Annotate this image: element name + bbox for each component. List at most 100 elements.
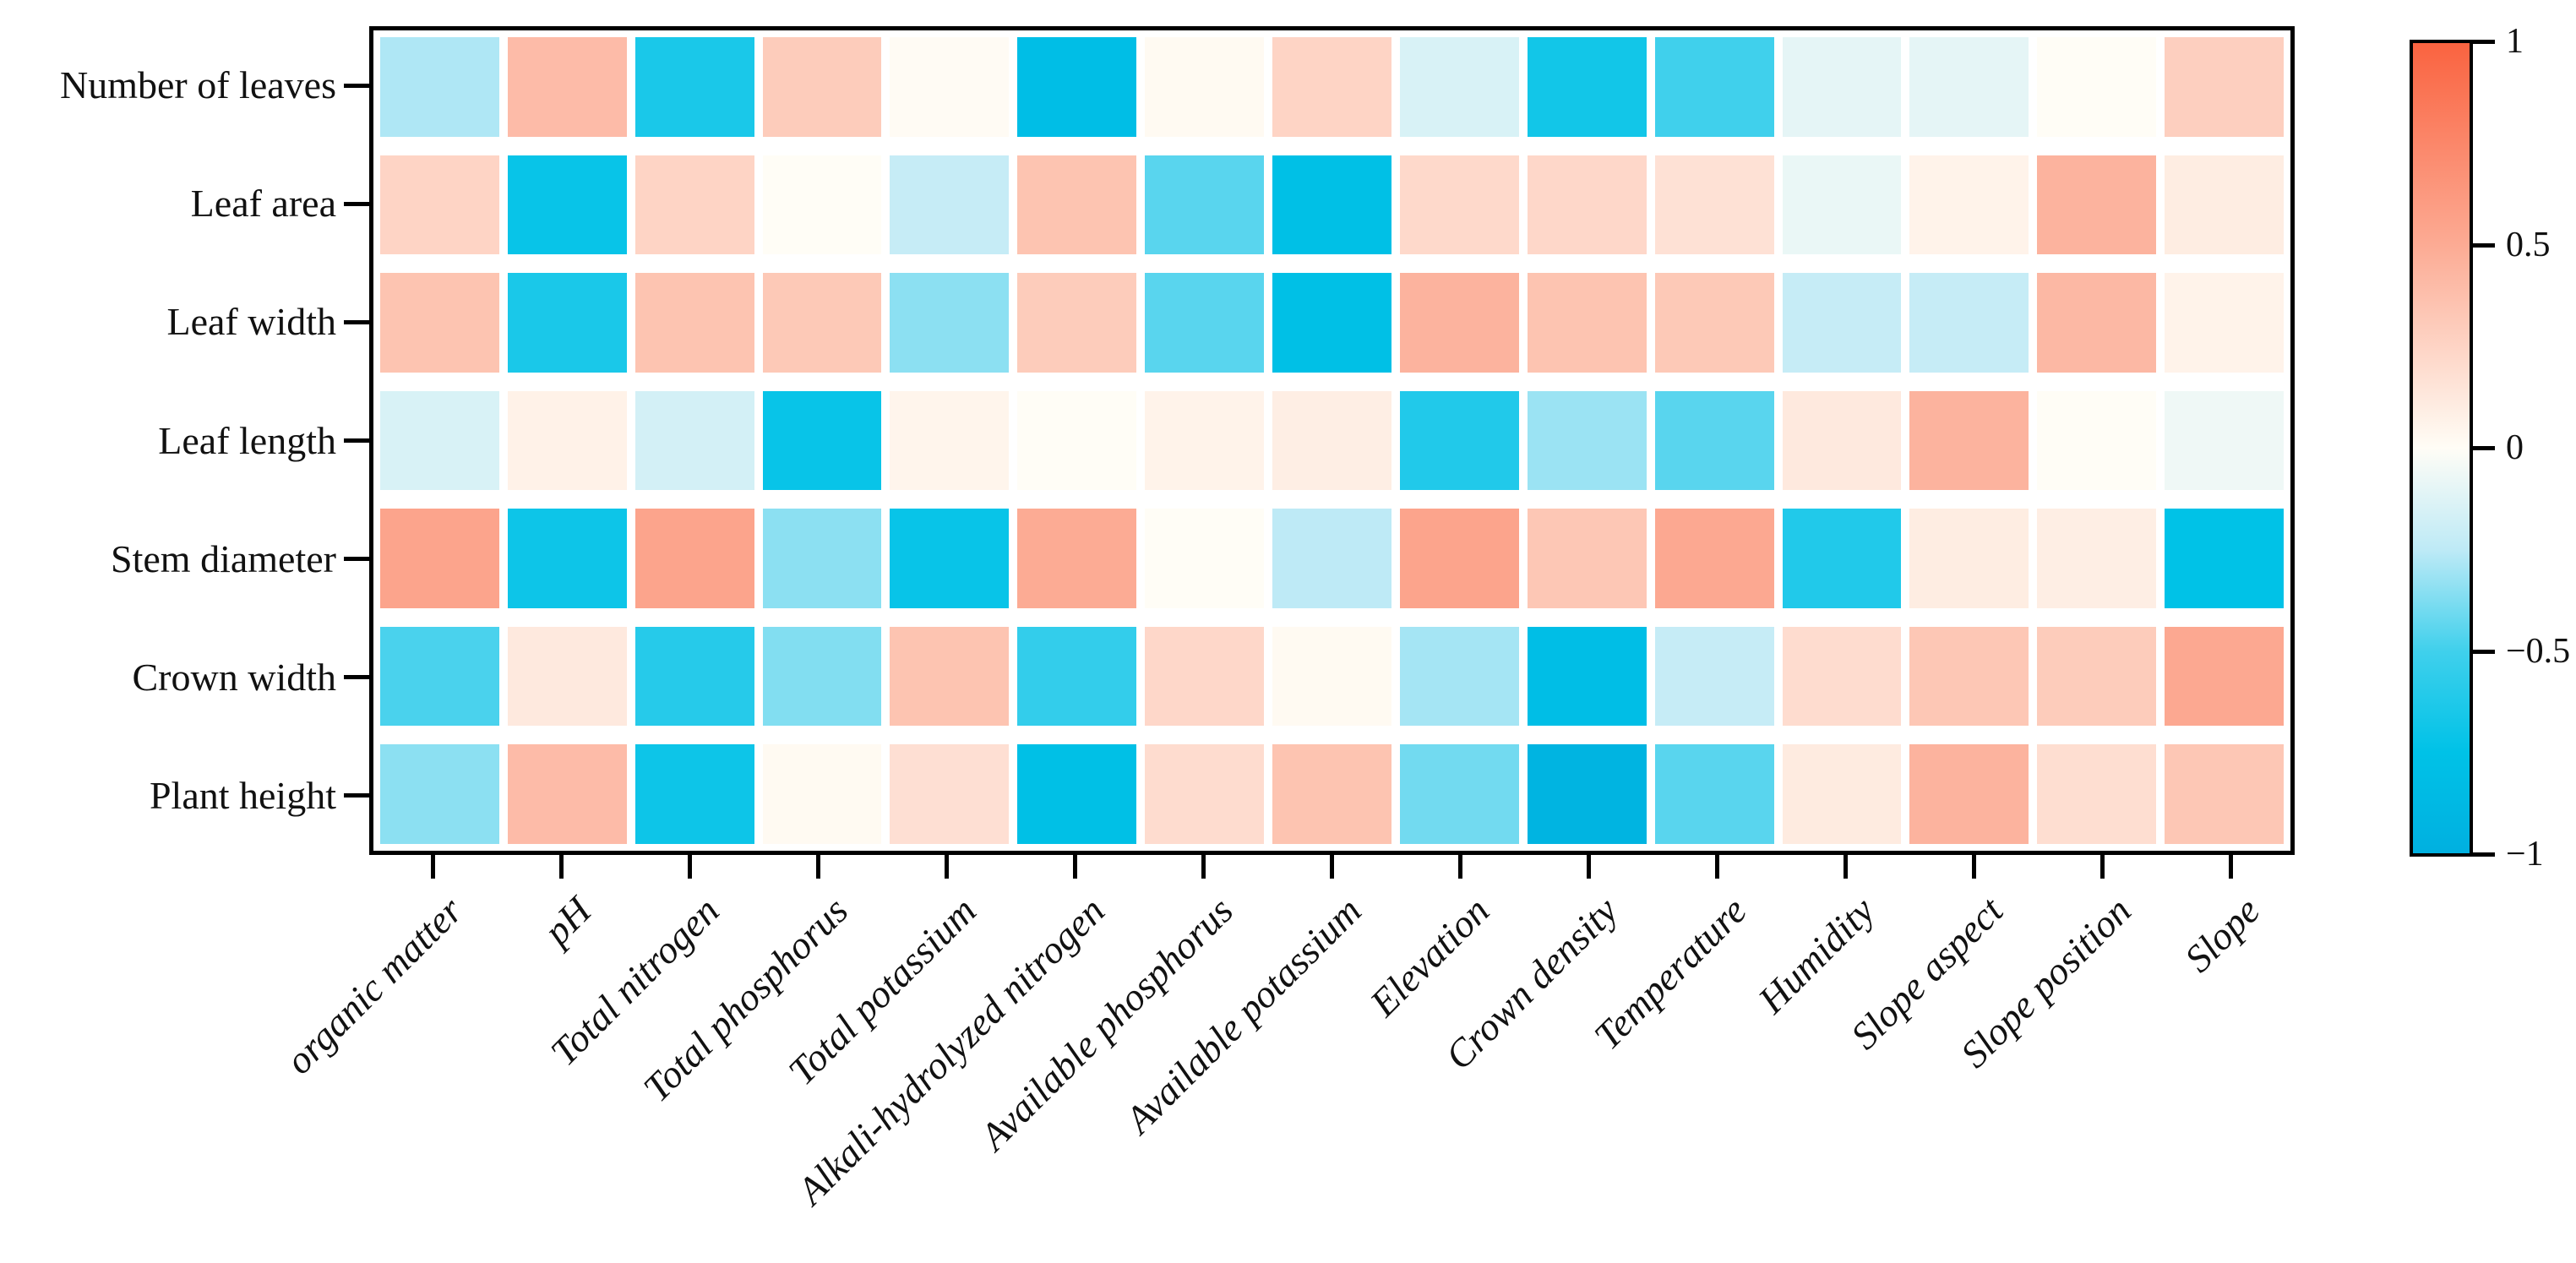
x-tick-elevation <box>1457 855 1462 879</box>
x-tick-slope-position <box>2099 855 2105 879</box>
heatmap-cell-number-of-leaves--slope-aspect <box>1909 37 2029 137</box>
heatmap-cell-crown-width--alkali-hydrolyzed-nitrogen <box>1017 626 1137 727</box>
colorbar-label-0: 0 <box>2506 428 2524 467</box>
heatmap-cell-number-of-leaves--humidity <box>1782 37 1902 137</box>
heatmap-cell-stem-diameter--total-nitrogen <box>634 509 754 608</box>
y-tick-number-of-leaves <box>344 83 369 88</box>
heatmap-cell-number-of-leaves--organic-matter <box>380 37 499 137</box>
x-tick-total-phosphorus <box>816 855 821 879</box>
heatmap-cell-grid <box>373 30 2290 851</box>
heatmap-cell-leaf-area--ph <box>507 155 627 255</box>
y-tick-leaf-area <box>344 201 369 206</box>
heatmap-cell-leaf-area--total-phosphorus <box>762 155 882 255</box>
heatmap-cell-leaf-width--alkali-hydrolyzed-nitrogen <box>1017 273 1137 373</box>
heatmap-cell-leaf-area--crown-density <box>1527 155 1647 255</box>
heatmap-cell-stem-diameter--slope <box>2165 509 2284 608</box>
x-tick-alkali-hydrolyzed-nitrogen <box>1073 855 1078 879</box>
heatmap-cell-stem-diameter--available-potassium <box>1272 509 1391 608</box>
heatmap-cell-stem-diameter--total-potassium <box>890 509 1010 608</box>
heatmap-cell-plant-height--humidity <box>1782 744 1902 844</box>
heatmap-cell-plant-height--elevation <box>1399 744 1519 844</box>
heatmap-cell-number-of-leaves--total-nitrogen <box>634 37 754 137</box>
colorbar-tick-0p5 <box>2473 242 2495 248</box>
heatmap-cell-leaf-length--elevation <box>1399 390 1519 491</box>
x-tick-slope-aspect <box>1971 855 1976 879</box>
heatmap-cell-plant-height--slope-position <box>2037 744 2157 844</box>
x-tick-total-potassium <box>945 855 950 879</box>
heatmap-cell-leaf-area--organic-matter <box>380 155 499 255</box>
heatmap-cell-leaf-width--slope-aspect <box>1909 273 2029 373</box>
x-label-ph: pH <box>535 889 599 953</box>
heatmap-cell-leaf-length--slope <box>2165 390 2284 491</box>
heatmap-cell-leaf-area--available-potassium <box>1272 155 1391 255</box>
y-tick-leaf-width <box>344 319 369 324</box>
x-tick-humidity <box>1843 855 1848 879</box>
heatmap-cell-plant-height--slope <box>2165 744 2284 844</box>
colorbar-tick-neg0p5 <box>2473 649 2495 654</box>
colorbar-tick-neg1 <box>2473 852 2495 857</box>
heatmap-cell-plant-height--available-potassium <box>1272 744 1391 844</box>
colorbar-label-1: 1 <box>2506 22 2524 61</box>
heatmap-cell-leaf-width--slope-position <box>2037 273 2157 373</box>
heatmap-cell-leaf-length--ph <box>507 390 627 491</box>
y-tick-leaf-length <box>344 438 369 443</box>
heatmap-cell-number-of-leaves--ph <box>507 37 627 137</box>
heatmap-cell-leaf-length--slope-aspect <box>1909 390 2029 491</box>
heatmap-cell-leaf-length--temperature <box>1654 390 1774 491</box>
heatmap-cell-leaf-area--slope-aspect <box>1909 155 2029 255</box>
heatmap-cell-number-of-leaves--alkali-hydrolyzed-nitrogen <box>1017 37 1137 137</box>
y-tick-stem-diameter <box>344 557 369 562</box>
heatmap-cell-stem-diameter--crown-density <box>1527 509 1647 608</box>
heatmap-cell-plant-height--total-phosphorus <box>762 744 882 844</box>
heatmap-cell-leaf-area--slope-position <box>2037 155 2157 255</box>
heatmap-cell-stem-diameter--temperature <box>1654 509 1774 608</box>
heatmap-cell-leaf-area--humidity <box>1782 155 1902 255</box>
y-tick-plant-height <box>344 793 369 798</box>
x-label-elevation: Elevation <box>1361 889 1498 1025</box>
heatmap-cell-crown-width--total-nitrogen <box>634 626 754 727</box>
heatmap-cell-stem-diameter--organic-matter <box>380 509 499 608</box>
heatmap-cell-leaf-width--slope <box>2165 273 2284 373</box>
heatmap-cell-leaf-length--humidity <box>1782 390 1902 491</box>
heatmap-cell-leaf-length--total-phosphorus <box>762 390 882 491</box>
x-tick-total-nitrogen <box>688 855 693 879</box>
heatmap-cell-leaf-length--alkali-hydrolyzed-nitrogen <box>1017 390 1137 491</box>
heatmap-cell-leaf-width--total-nitrogen <box>634 273 754 373</box>
y-label-number-of-leaves: Number of leaves <box>60 63 336 107</box>
heatmap-cell-leaf-width--available-potassium <box>1272 273 1391 373</box>
heatmap-cell-leaf-length--organic-matter <box>380 390 499 491</box>
x-tick-available-potassium <box>1330 855 1334 879</box>
heatmap-cell-plant-height--temperature <box>1654 744 1774 844</box>
heatmap-cell-leaf-area--temperature <box>1654 155 1774 255</box>
heatmap-cell-number-of-leaves--slope <box>2165 37 2284 137</box>
heatmap-cell-plant-height--ph <box>507 744 627 844</box>
heatmap-cell-leaf-width--available-phosphorus <box>1145 273 1265 373</box>
heatmap-cell-leaf-length--total-potassium <box>890 390 1010 491</box>
heatmap-cell-leaf-width--total-potassium <box>890 273 1010 373</box>
x-label-available-potassium: Available potassium <box>1116 889 1370 1141</box>
colorbar-tick-0 <box>2473 446 2495 450</box>
y-tick-crown-width <box>344 675 369 680</box>
x-label-slope: Slope <box>2176 889 2268 981</box>
y-label-plant-height: Plant height <box>149 773 336 817</box>
heatmap-cell-number-of-leaves--temperature <box>1654 37 1774 137</box>
heatmap-cell-leaf-area--elevation <box>1399 155 1519 255</box>
heatmap-cell-crown-width--total-phosphorus <box>762 626 882 727</box>
x-tick-temperature <box>1714 855 1719 879</box>
heatmap-cell-number-of-leaves--elevation <box>1399 37 1519 137</box>
heatmap-cell-plant-height--organic-matter <box>380 744 499 844</box>
y-label-leaf-width: Leaf width <box>166 300 336 344</box>
heatmap-cell-stem-diameter--ph <box>507 509 627 608</box>
heatmap-cell-leaf-length--available-potassium <box>1272 390 1391 491</box>
heatmap-cell-stem-diameter--slope-position <box>2037 509 2157 608</box>
x-label-humidity: Humidity <box>1750 889 1883 1022</box>
colorbar-label-neg0p5: −0.5 <box>2506 631 2571 671</box>
heatmap-cell-leaf-length--available-phosphorus <box>1145 390 1265 491</box>
x-tick-slope <box>2228 855 2233 879</box>
heatmap-cell-crown-width--slope-aspect <box>1909 626 2029 727</box>
heatmap-cell-number-of-leaves--available-phosphorus <box>1145 37 1265 137</box>
y-label-stem-diameter: Stem diameter <box>111 536 336 580</box>
x-label-available-phosphorus: Available phosphorus <box>971 889 1241 1158</box>
heatmap-cell-crown-width--elevation <box>1399 626 1519 727</box>
x-tick-crown-density <box>1586 855 1591 879</box>
